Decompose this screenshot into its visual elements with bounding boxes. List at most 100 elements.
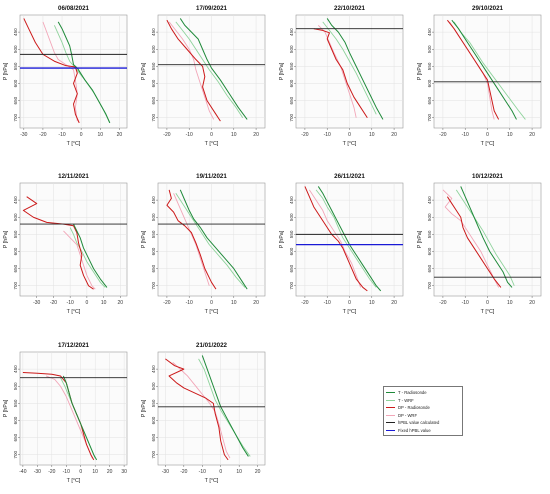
chart-panel-19-11-2021: -20 -10 0 10 20 450 500 550 600 650 700 19/11/2021 T… bbox=[141, 173, 266, 315]
y-axis-label: P [hPa] bbox=[417, 62, 423, 80]
series-line-t-wrf bbox=[453, 21, 526, 120]
y-tick-label: 500 bbox=[13, 213, 18, 221]
y-axis-label: P [hPa] bbox=[417, 230, 423, 248]
y-tick-label: 700 bbox=[13, 113, 18, 121]
series-line-dp-radiosonde bbox=[165, 358, 229, 461]
x-tick-label: -10 bbox=[462, 132, 469, 138]
legend-item-hpbl-fixed: Fixed hPBL value bbox=[386, 427, 460, 435]
series-line-dp-radiosonde bbox=[446, 19, 500, 120]
series-line-t-wrf bbox=[69, 227, 106, 288]
y-tick-label: 550 bbox=[13, 230, 18, 238]
legend-item-dp-radiosonde: DP - Radiosonde bbox=[386, 404, 460, 412]
chart-panel-21-01-2022: -30 -20 -10 0 10 20 450 500 550 600 650 700 21/01/20… bbox=[141, 342, 266, 484]
x-tick-label: -20 bbox=[50, 300, 57, 306]
x-tick-label: 0 bbox=[210, 300, 213, 306]
series-line-dp-wrf bbox=[63, 230, 96, 290]
x-axis-label: T [°C] bbox=[481, 309, 495, 315]
series-line-dp-radiosonde bbox=[23, 18, 80, 124]
legend-swatch-t-radiosonde bbox=[386, 392, 395, 394]
x-tick-label: 0 bbox=[219, 469, 222, 475]
y-tick-label: 550 bbox=[13, 62, 18, 70]
y-axis-label: P [hPa] bbox=[141, 399, 147, 417]
y-tick-label: 450 bbox=[13, 196, 18, 204]
y-axis-label: P [hPa] bbox=[141, 62, 147, 80]
x-axis-label: T [°C] bbox=[343, 309, 357, 315]
x-tick-label: 10 bbox=[236, 469, 242, 475]
x-tick-label: 10 bbox=[231, 300, 237, 306]
y-axis-label: P [hPa] bbox=[3, 230, 9, 248]
plot-frame bbox=[19, 182, 128, 297]
series-line-dp-radiosonde bbox=[446, 196, 502, 288]
x-tick-label: 20 bbox=[118, 300, 124, 306]
x-tick-label: -40 bbox=[19, 469, 26, 475]
panel-title: 22/10/2021 bbox=[334, 5, 366, 12]
y-tick-label: 650 bbox=[151, 96, 156, 104]
x-tick-label: 10 bbox=[92, 469, 98, 475]
x-tick-label: -10 bbox=[199, 469, 206, 475]
series-line-t-radiosonde bbox=[62, 375, 98, 461]
chart-panel-17-09-2021: -20 -10 0 10 20 450 500 550 600 650 700 17/09/2021 T… bbox=[141, 5, 266, 147]
y-tick-label: 700 bbox=[151, 281, 156, 289]
x-tick-label: 0 bbox=[85, 300, 88, 306]
panel-title: 12/11/2021 bbox=[58, 173, 89, 180]
x-axis-label: T [°C] bbox=[343, 141, 357, 147]
y-tick-label: 550 bbox=[289, 62, 294, 70]
series-line-t-wrf bbox=[455, 189, 515, 286]
panel-title: 29/10/2021 bbox=[472, 5, 504, 12]
series-line-dp-radiosonde bbox=[304, 186, 368, 292]
y-tick-label: 500 bbox=[151, 382, 156, 390]
series-line-t-wrf bbox=[175, 193, 246, 288]
panel-title: 19/11/2021 bbox=[196, 173, 227, 180]
y-tick-label: 650 bbox=[427, 264, 432, 272]
x-tick-label: 20 bbox=[253, 132, 259, 138]
y-tick-label: 450 bbox=[289, 196, 294, 204]
x-tick-label: 10 bbox=[369, 300, 375, 306]
x-tick-label: 30 bbox=[121, 469, 127, 475]
y-tick-label: 550 bbox=[151, 62, 156, 70]
chart-panel-12-11-2021: -30 -20 -10 0 10 20 450 500 550 600 650 700 12/11/20… bbox=[3, 173, 128, 315]
y-axis-label: P [hPa] bbox=[141, 230, 147, 248]
y-tick-label: 650 bbox=[13, 96, 18, 104]
x-tick-label: -20 bbox=[39, 132, 46, 138]
y-tick-label: 600 bbox=[13, 416, 18, 424]
legend-swatch-hpbl-calculated bbox=[386, 422, 395, 424]
y-axis-label: P [hPa] bbox=[3, 62, 9, 80]
y-tick-label: 600 bbox=[427, 79, 432, 87]
x-tick-label: 10 bbox=[97, 132, 103, 138]
series-line-dp-radiosonde bbox=[22, 196, 94, 290]
y-tick-label: 600 bbox=[151, 416, 156, 424]
x-tick-label: 10 bbox=[369, 132, 375, 138]
x-tick-label: 20 bbox=[529, 132, 535, 138]
y-tick-label: 700 bbox=[13, 450, 18, 458]
legend-label-t-radiosonde: T - Radiosonde bbox=[398, 390, 427, 396]
x-tick-label: -20 bbox=[439, 132, 446, 138]
y-tick-label: 600 bbox=[289, 247, 294, 255]
x-tick-label: -10 bbox=[67, 300, 74, 306]
series-line-t-wrf bbox=[322, 21, 377, 115]
x-tick-label: 20 bbox=[253, 300, 259, 306]
x-axis-label: T [°C] bbox=[67, 141, 81, 147]
series-line-t-radiosonde bbox=[73, 223, 108, 288]
chart-panel-26-11-2021: -20 -10 0 10 20 450 500 550 600 650 700 26/11/2021 T… bbox=[279, 173, 404, 315]
x-tick-label: -20 bbox=[163, 300, 170, 306]
chart-panel-22-10-2021: -20 -10 0 10 20 450 500 550 600 650 700 22/10/2021 T… bbox=[279, 5, 404, 147]
y-tick-label: 700 bbox=[427, 281, 432, 289]
y-axis-label: P [hPa] bbox=[3, 399, 9, 417]
legend-item-t-wrf: T - WRF bbox=[386, 397, 460, 405]
y-tick-label: 450 bbox=[289, 28, 294, 36]
x-tick-label: 0 bbox=[80, 132, 83, 138]
x-tick-label: -10 bbox=[324, 132, 331, 138]
y-tick-label: 650 bbox=[13, 264, 18, 272]
x-tick-label: -10 bbox=[462, 300, 469, 306]
y-tick-label: 550 bbox=[13, 399, 18, 407]
x-tick-label: -10 bbox=[186, 132, 193, 138]
chart-panel-06-08-2021: -30 -20 -10 0 10 20 450 500 550 600 650 700 06/08/20… bbox=[3, 5, 128, 147]
y-tick-label: 550 bbox=[151, 230, 156, 238]
x-tick-label: -30 bbox=[33, 300, 40, 306]
x-tick-label: 20 bbox=[117, 132, 123, 138]
y-tick-label: 700 bbox=[289, 281, 294, 289]
y-tick-label: 650 bbox=[151, 433, 156, 441]
y-tick-label: 450 bbox=[151, 28, 156, 36]
x-axis-label: T [°C] bbox=[205, 309, 219, 315]
legend-swatch-dp-wrf bbox=[386, 414, 395, 416]
